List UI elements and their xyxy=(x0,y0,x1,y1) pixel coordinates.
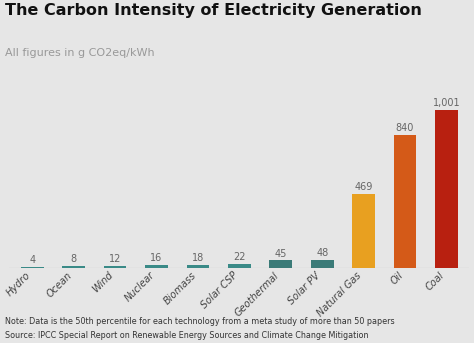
Text: Note: Data is the 50th percentile for each technology from a meta study of more : Note: Data is the 50th percentile for ea… xyxy=(5,317,394,326)
Text: 8: 8 xyxy=(71,255,77,264)
Text: 4: 4 xyxy=(29,255,36,265)
Text: Source: IPCC Special Report on Renewable Energy Sources and Climate Change Mitig: Source: IPCC Special Report on Renewable… xyxy=(5,331,368,340)
Bar xyxy=(21,267,44,268)
Bar xyxy=(104,265,127,268)
Bar xyxy=(394,135,417,268)
Text: 12: 12 xyxy=(109,254,121,264)
Text: The Carbon Intensity of Electricity Generation: The Carbon Intensity of Electricity Gene… xyxy=(5,3,421,19)
Bar xyxy=(228,264,251,268)
Bar xyxy=(187,265,210,268)
Text: 18: 18 xyxy=(192,253,204,263)
Text: 469: 469 xyxy=(355,182,373,192)
Text: 840: 840 xyxy=(396,123,414,133)
Text: 1,001: 1,001 xyxy=(433,98,460,108)
Bar xyxy=(62,266,85,268)
Text: 16: 16 xyxy=(150,253,163,263)
Text: 45: 45 xyxy=(274,249,287,259)
Text: All figures in g CO2eq/kWh: All figures in g CO2eq/kWh xyxy=(5,48,155,58)
Bar xyxy=(145,265,168,268)
Text: 48: 48 xyxy=(316,248,328,258)
Bar xyxy=(311,260,334,268)
Bar xyxy=(435,109,458,268)
Bar xyxy=(269,260,292,268)
Text: 22: 22 xyxy=(233,252,246,262)
Bar xyxy=(352,193,375,268)
